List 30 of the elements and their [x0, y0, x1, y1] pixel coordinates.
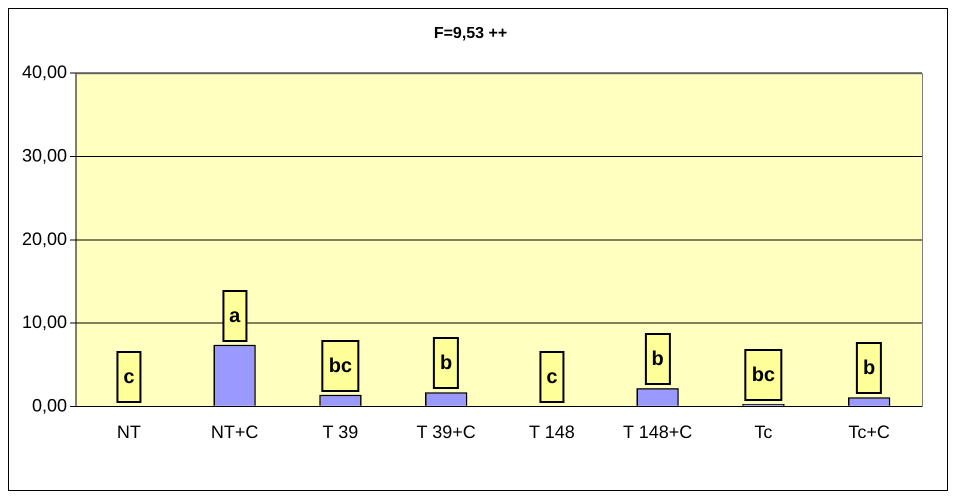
letter-box: c: [116, 351, 142, 404]
annotation: bc: [752, 364, 776, 386]
y-tick-label: 10,00: [22, 312, 68, 332]
annotation: b: [652, 348, 664, 370]
x-tick-label: Tc: [754, 422, 772, 442]
letter-box: c: [539, 351, 564, 404]
x-tick-label: NT+C: [210, 422, 258, 442]
y-tick-label: 30,00: [22, 145, 68, 166]
annotation: a: [229, 304, 240, 327]
y-tick-label: 20,00: [22, 228, 68, 249]
letter-box: b: [856, 342, 882, 394]
x-tick-label: T 39+C: [416, 422, 476, 442]
annotation: c: [123, 366, 134, 388]
letter-box: a: [222, 290, 248, 342]
letter-box: b: [644, 333, 671, 386]
x-tick-label: T 148: [529, 422, 575, 442]
y-tick-label: 0,00: [32, 395, 68, 416]
x-tick-label: Tc+C: [848, 422, 890, 442]
y-tick-label: 40,00: [22, 62, 68, 82]
annotation: bc: [328, 354, 352, 377]
x-tick-label: T 148+C: [623, 422, 692, 442]
letter-box: bc: [744, 348, 782, 401]
x-tick-label: NT: [116, 422, 141, 442]
annotation: b: [863, 357, 876, 380]
annotation: c: [546, 366, 558, 388]
letter-box: bc: [322, 340, 360, 392]
x-tick-label: T 39: [322, 422, 358, 442]
annotation: b: [440, 352, 452, 374]
letter-box: b: [433, 337, 460, 390]
chart-title: F=9,53 ++: [434, 25, 508, 42]
